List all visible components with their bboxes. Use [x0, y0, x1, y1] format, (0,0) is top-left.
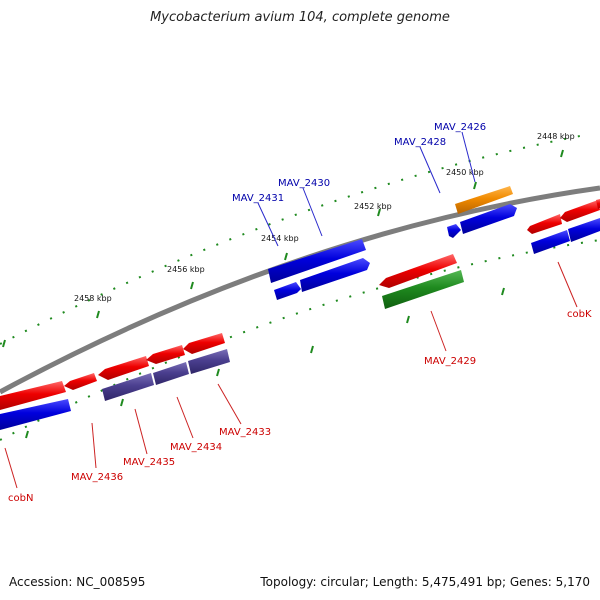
tick-label-2448: 2448 kbp: [537, 132, 575, 141]
gene-mav-2426[interactable]: [455, 186, 513, 214]
gene-mav-2433-red[interactable]: [183, 333, 225, 354]
gene-label-cobn: cobN: [8, 493, 33, 504]
gene-mav-2435-red[interactable]: [98, 356, 149, 380]
gene-outer-blue-1[interactable]: [460, 204, 517, 234]
gene-mav-2430[interactable]: [268, 239, 366, 283]
gene-inner-red-3[interactable]: [596, 199, 600, 209]
gene-inner-red-2[interactable]: [560, 200, 600, 222]
gene-outer-blue-2[interactable]: [300, 258, 370, 292]
gene-inner-red-1[interactable]: [379, 254, 457, 288]
gene-label-mav-2434: MAV_2434: [170, 442, 222, 453]
gene-mav-2431[interactable]: [274, 282, 301, 300]
gene-cobn[interactable]: [0, 399, 71, 430]
accession-label: Accession: NC_008595: [9, 575, 146, 589]
callout-lines-blue: [257, 131, 476, 247]
gene-label-mav-2435: MAV_2435: [123, 457, 175, 468]
gene-label-mav-2430: MAV_2430: [278, 178, 330, 189]
major-ticks-outer: [2, 149, 564, 348]
gene-mav-2436[interactable]: [64, 373, 97, 390]
gene-label-cobk: cobK: [567, 309, 592, 320]
gene-mav-2434[interactable]: [153, 362, 189, 385]
gene-cobn-red[interactable]: [0, 381, 66, 410]
outer-tick-ring: [0, 135, 581, 345]
tick-label-2458: 2458 kbp: [74, 294, 112, 303]
gene-label-mav-2426: MAV_2426: [434, 122, 486, 133]
gene-label-mav-2429: MAV_2429: [424, 356, 476, 367]
map-title: Mycobacterium avium 104, complete genome: [150, 10, 450, 25]
tick-label-2450: 2450 kbp: [446, 168, 484, 177]
gene-label-mav-2428: MAV_2428: [394, 137, 446, 148]
tick-label-2456: 2456 kbp: [167, 265, 205, 274]
gene-label-mav-2433: MAV_2433: [219, 427, 271, 438]
gene-mav-2429[interactable]: [382, 270, 464, 309]
callout-lines-red: [4, 261, 578, 489]
gene-mav-2435[interactable]: [102, 373, 154, 401]
tick-label-2452: 2452 kbp: [354, 202, 392, 211]
gene-inner-blue-2[interactable]: [568, 218, 600, 242]
gene-inner-blue-1[interactable]: [531, 230, 570, 254]
tick-label-2454: 2454 kbp: [261, 234, 299, 243]
gene-label-mav-2431: MAV_2431: [232, 193, 284, 204]
gene-cobk[interactable]: [527, 214, 562, 234]
gene-mav-2428[interactable]: [447, 224, 461, 238]
gene-mav-2433[interactable]: [188, 349, 230, 374]
topology-label: Topology: circular; Length: 5,475,491 bp…: [260, 575, 590, 589]
gene-mav-2434-red[interactable]: [146, 345, 185, 364]
gene-label-mav-2436: MAV_2436: [71, 472, 123, 483]
major-ticks-inner: [25, 287, 505, 439]
